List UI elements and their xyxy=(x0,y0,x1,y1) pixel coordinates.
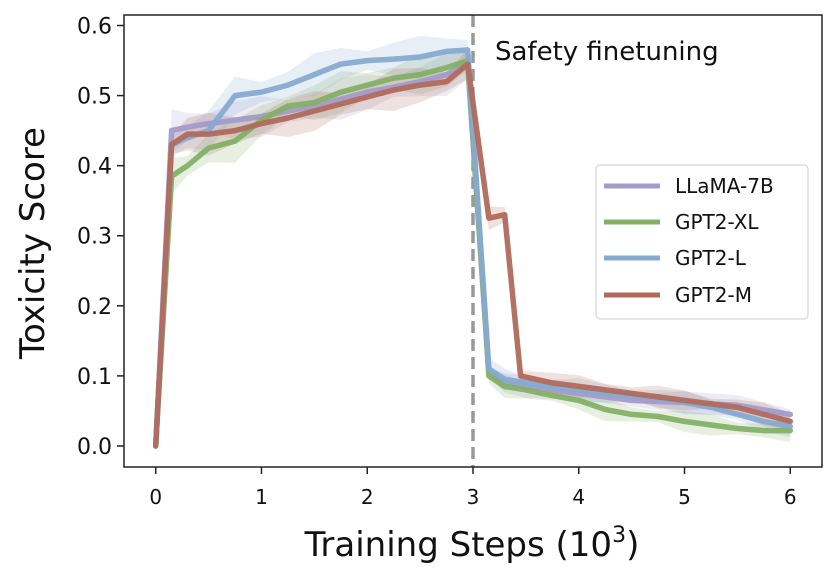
legend-label-gpt2-m: GPT2-M xyxy=(675,283,752,307)
y-tick-label: 0.6 xyxy=(77,15,112,40)
x-axis-label-exponent: 3 xyxy=(612,523,626,548)
legend-label-llama-7b: LLaMA-7B xyxy=(675,174,774,198)
x-tick-label: 6 xyxy=(784,485,797,509)
y-tick-label: 0.3 xyxy=(77,225,112,250)
series-lines xyxy=(152,47,794,449)
y-axis-label: Toxicity Score xyxy=(13,127,53,360)
legend: LLaMA-7B GPT2-XL GPT2-L GPT2-M xyxy=(595,164,809,320)
legend-label-gpt2-l: GPT2-L xyxy=(675,246,747,270)
x-axis-label-close: ) xyxy=(626,525,639,565)
x-tick-label: 5 xyxy=(678,485,691,509)
x-tick-label: 2 xyxy=(361,485,374,509)
y-tick-label: 0.4 xyxy=(77,155,112,180)
legend-label-gpt2-xl: GPT2-XL xyxy=(675,210,759,234)
x-tick-label: 4 xyxy=(572,485,585,509)
series-line-gpt2-m xyxy=(152,61,794,449)
y-tick-label: 0.1 xyxy=(77,365,112,390)
x-axis-ticks: 0 1 2 3 4 5 6 xyxy=(149,467,797,509)
y-axis-ticks: 0.0 0.1 0.2 0.3 0.4 0.5 0.6 xyxy=(77,15,124,460)
y-tick-label: 0.2 xyxy=(77,295,112,320)
series-line-llama-7b xyxy=(152,61,794,449)
x-tick-label: 1 xyxy=(255,485,268,509)
x-tick-label: 3 xyxy=(467,485,480,509)
legend-box xyxy=(595,164,809,320)
y-tick-label: 0.5 xyxy=(77,85,112,110)
x-axis-label: Training Steps (103) xyxy=(304,523,640,565)
y-tick-label: 0.0 xyxy=(77,435,112,460)
safety-finetuning-annotation: Safety finetuning xyxy=(495,37,719,67)
x-tick-label: 0 xyxy=(149,485,162,509)
x-axis-label-base: Training Steps (10 xyxy=(304,525,612,565)
